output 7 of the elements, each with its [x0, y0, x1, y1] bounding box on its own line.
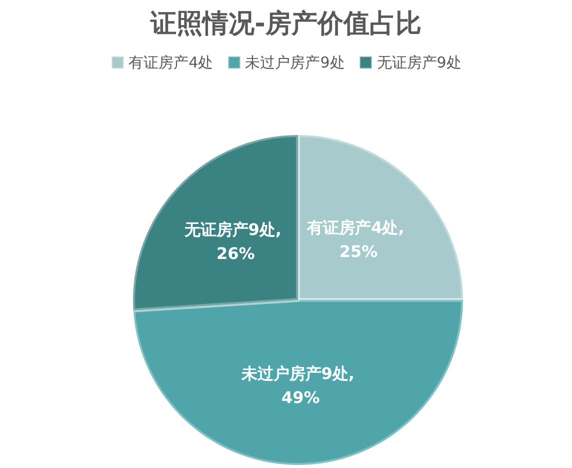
legend-label: 无证房产9处 [376, 54, 462, 72]
data-label: 有证房产4处, 25% [306, 218, 410, 262]
legend-label: 有证房产4处 [128, 54, 214, 72]
legend-label: 未过户房产9处 [245, 54, 345, 72]
chart-title: 证照情况-房产价值占比 [150, 9, 422, 39]
data-label: 无证房产9处, 26% [183, 220, 288, 263]
data-label: 未过户房产9处, 49% [240, 364, 360, 407]
